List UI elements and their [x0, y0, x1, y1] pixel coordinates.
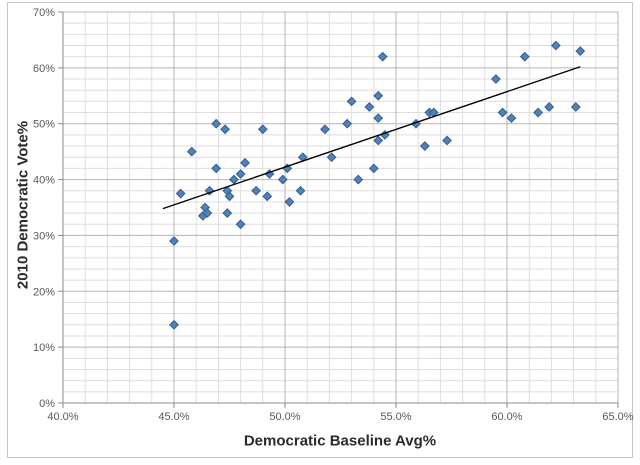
data-point	[186, 146, 197, 157]
data-point	[346, 96, 357, 107]
data-point	[284, 197, 295, 207]
data-point	[575, 46, 586, 57]
data-point	[257, 124, 268, 135]
data-point	[224, 191, 235, 202]
data-point	[235, 169, 246, 179]
x-axis-title: Democratic Baseline Avg%	[243, 432, 437, 450]
data-point	[169, 236, 179, 246]
data-point	[544, 102, 555, 112]
data-point	[229, 174, 239, 185]
data-point	[497, 107, 508, 118]
data-point	[235, 219, 246, 230]
data-point	[377, 51, 388, 62]
y-tick-label: 70%	[33, 7, 55, 19]
data-point	[519, 51, 530, 62]
data-point	[353, 174, 364, 185]
data-point	[373, 135, 384, 146]
data-point	[419, 141, 430, 151]
x-tick-label: 60.0%	[491, 411, 522, 423]
data-point	[373, 90, 384, 101]
data-point	[211, 163, 222, 174]
y-tick-label: 20%	[33, 286, 55, 298]
x-tick-label: 65.0%	[602, 411, 633, 423]
y-axis-title: 2010 Democratic Vote%	[14, 120, 32, 290]
data-point	[570, 102, 581, 112]
data-point	[240, 157, 250, 168]
data-point	[202, 208, 213, 218]
data-point	[533, 107, 543, 118]
data-point	[220, 124, 230, 135]
chart-frame	[7, 2, 633, 458]
y-tick-label: 60%	[33, 63, 55, 75]
x-tick-label: 40.0%	[47, 411, 78, 423]
y-tick-label: 40%	[33, 175, 55, 187]
data-point	[295, 185, 306, 196]
y-tick-label: 30%	[33, 230, 55, 242]
y-tick-label: 10%	[33, 342, 55, 354]
data-point	[506, 113, 517, 124]
data-point	[262, 191, 273, 202]
data-point	[175, 188, 186, 199]
x-tick-label: 45.0%	[158, 411, 189, 423]
data-point	[277, 174, 288, 185]
data-point	[364, 102, 375, 112]
data-point	[373, 113, 384, 124]
data-point	[204, 185, 215, 196]
data-point	[326, 152, 337, 163]
data-point	[342, 118, 353, 129]
data-point	[490, 74, 501, 84]
data-point	[211, 118, 222, 129]
data-point	[442, 135, 452, 146]
y-tick-label: 50%	[33, 119, 55, 131]
x-tick-label: 55.0%	[380, 411, 411, 423]
x-tick-label: 50.0%	[269, 411, 300, 423]
data-point	[320, 124, 330, 135]
data-point	[169, 319, 179, 330]
data-point	[251, 185, 262, 196]
y-tick-label: 0%	[39, 398, 55, 410]
data-point	[368, 163, 379, 174]
trend-line	[162, 66, 581, 210]
data-point	[222, 208, 233, 218]
data-point	[550, 40, 561, 51]
